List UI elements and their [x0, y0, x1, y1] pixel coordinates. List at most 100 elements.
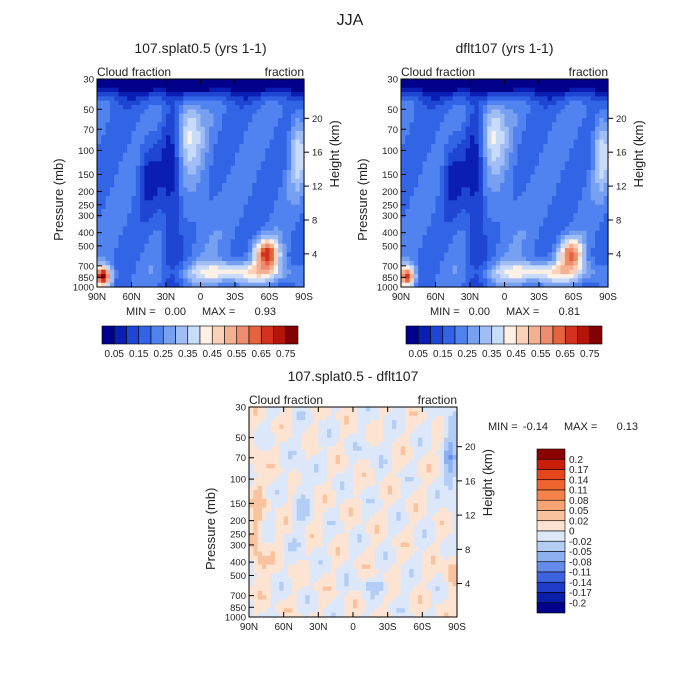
contour-cell [495, 282, 501, 288]
contour-cell [426, 230, 432, 236]
contour-cell [569, 174, 575, 180]
contour-cell [478, 152, 484, 158]
contour-cell [487, 131, 493, 136]
contour-cell [282, 131, 288, 136]
contour-cell [222, 230, 227, 236]
contour-cell [491, 269, 497, 275]
contour-cell [461, 170, 467, 175]
contour-cell [439, 282, 445, 288]
contour-cell [183, 217, 189, 223]
contour-cell [235, 204, 240, 210]
contour-cell [135, 79, 141, 84]
contour-cell [262, 481, 267, 487]
contour-cell [590, 274, 596, 279]
contour-cell [526, 200, 531, 206]
contour-cell [265, 118, 271, 123]
contour-cell [291, 113, 296, 119]
contour-cell [539, 174, 544, 180]
contour-cell [495, 148, 501, 154]
contour-cell [487, 213, 493, 219]
contour-cell [487, 204, 493, 210]
colorbar-box [589, 325, 603, 345]
contour-cell [226, 222, 232, 227]
contour-cell [491, 204, 497, 210]
contour-cell [140, 152, 146, 158]
contour-cell [243, 165, 249, 171]
contour-cell [105, 92, 111, 97]
contour-cell [577, 161, 583, 167]
contour-cell [127, 157, 133, 162]
contour-cell [491, 265, 497, 271]
contour-cell [213, 118, 219, 123]
contour-cell [243, 217, 249, 223]
contour-cell [196, 105, 202, 110]
contour-cell [590, 109, 596, 115]
contour-cell [487, 209, 493, 214]
contour-cell [131, 79, 137, 84]
contour-cell [166, 135, 171, 141]
contour-cell [599, 105, 605, 110]
contour-cell [135, 217, 141, 223]
contour-cell [444, 144, 450, 149]
contour-cell [409, 191, 415, 197]
contour-cell [122, 230, 128, 236]
contour-cell [474, 92, 480, 97]
contour-cell [166, 122, 171, 128]
contour-cell [564, 161, 570, 167]
contour-cell [105, 157, 111, 162]
contour-cell [286, 170, 292, 175]
contour-cell [209, 200, 215, 206]
contour-cell [586, 83, 592, 89]
contour-cell [105, 144, 111, 149]
contour-cell [418, 87, 424, 93]
contour-cell [291, 92, 296, 97]
contour-cell [547, 161, 553, 167]
colorbar-box [285, 325, 299, 345]
contour-cell [183, 157, 189, 162]
contour-cell [474, 230, 480, 236]
contour-cell [247, 274, 253, 279]
y-tick-label: 50 [387, 105, 398, 116]
contour-cell [495, 239, 501, 245]
contour-cell [269, 92, 275, 97]
contour-cell [444, 109, 450, 115]
contour-cell [452, 230, 458, 236]
contour-cell [226, 178, 232, 184]
contour-cell [448, 269, 454, 275]
contour-cell [539, 178, 544, 184]
contour-cell [183, 135, 189, 141]
contour-cell [183, 226, 189, 232]
contour-cell [299, 170, 305, 175]
contour-cell [409, 200, 415, 206]
contour-cell [204, 83, 210, 89]
contour-cell [422, 235, 428, 240]
contour-cell [299, 96, 305, 102]
contour-cell [521, 157, 527, 162]
contour-cell [457, 265, 462, 271]
contour-cell [170, 122, 176, 128]
contour-cell [178, 79, 184, 84]
contour-cell [273, 278, 279, 284]
contour-cell [526, 126, 531, 132]
contour-cell [603, 161, 609, 167]
contour-cell [299, 196, 305, 201]
contour-cell [405, 196, 411, 201]
contour-cell [426, 239, 432, 245]
contour-cell [577, 113, 583, 119]
contour-cell [235, 92, 240, 97]
contour-cell [226, 113, 232, 119]
contour-cell [295, 100, 301, 106]
contour-cell [495, 222, 501, 227]
contour-cell [166, 126, 171, 132]
contour-cell [547, 105, 553, 110]
contour-cell [409, 178, 415, 184]
contour-cell [262, 555, 267, 561]
contour-cell [508, 209, 514, 214]
contour-cell [504, 135, 510, 141]
contour-cell [178, 113, 184, 119]
contour-cell [230, 113, 236, 119]
contour-cell [291, 165, 296, 171]
contour-cell [286, 226, 292, 232]
contour-cell [461, 144, 467, 149]
contour-cell [470, 87, 475, 93]
